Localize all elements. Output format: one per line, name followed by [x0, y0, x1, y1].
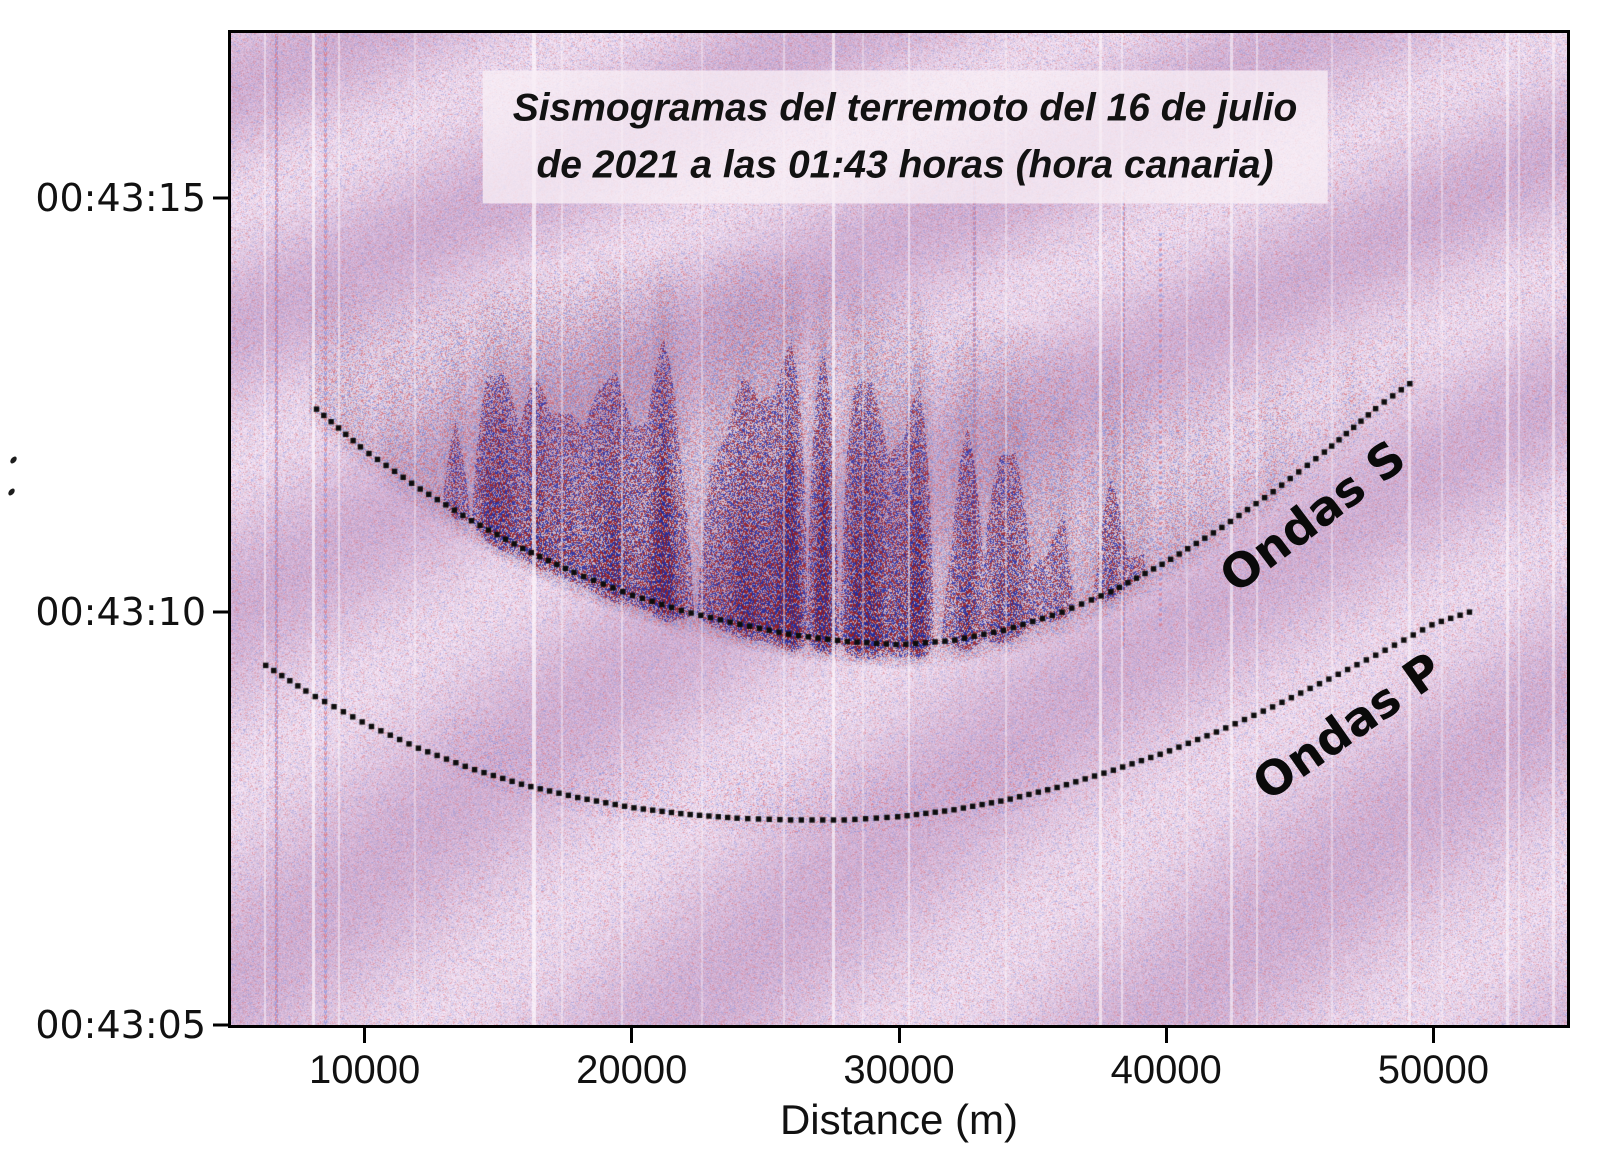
- x-tick-label: 20000: [576, 1048, 688, 1092]
- y-tick-label: 00:43:05: [35, 1003, 206, 1047]
- x-tick-mark: [1431, 1028, 1435, 1043]
- x-tick-label: 50000: [1377, 1048, 1490, 1092]
- chart-title-box: Sismogramas del terremoto del 16 de juli…: [482, 70, 1328, 204]
- y-tick-mark: [213, 1023, 228, 1027]
- x-tick-mark: [363, 1028, 367, 1043]
- x-tick-mark: [897, 1028, 901, 1043]
- y-tick-mark: [213, 196, 228, 200]
- stray-mark: [9, 455, 18, 465]
- x-tick-mark: [630, 1028, 634, 1043]
- y-tick-label: 00:43:10: [35, 589, 206, 634]
- y-tick-label: 00:43:15: [35, 176, 206, 221]
- x-tick-label: 40000: [1110, 1048, 1222, 1092]
- x-tick-label: 10000: [308, 1048, 421, 1092]
- chart-title-line2: de 2021 a las 01:43 horas (hora canaria): [536, 142, 1274, 186]
- stray-mark: [7, 487, 16, 497]
- x-tick-label: 30000: [843, 1048, 955, 1092]
- x-tick-mark: [1164, 1028, 1168, 1043]
- x-axis-label: Distance (m): [779, 1096, 1019, 1143]
- y-tick-mark: [213, 610, 228, 614]
- chart-title-line1: Sismogramas del terremoto del 16 de juli…: [512, 86, 1298, 130]
